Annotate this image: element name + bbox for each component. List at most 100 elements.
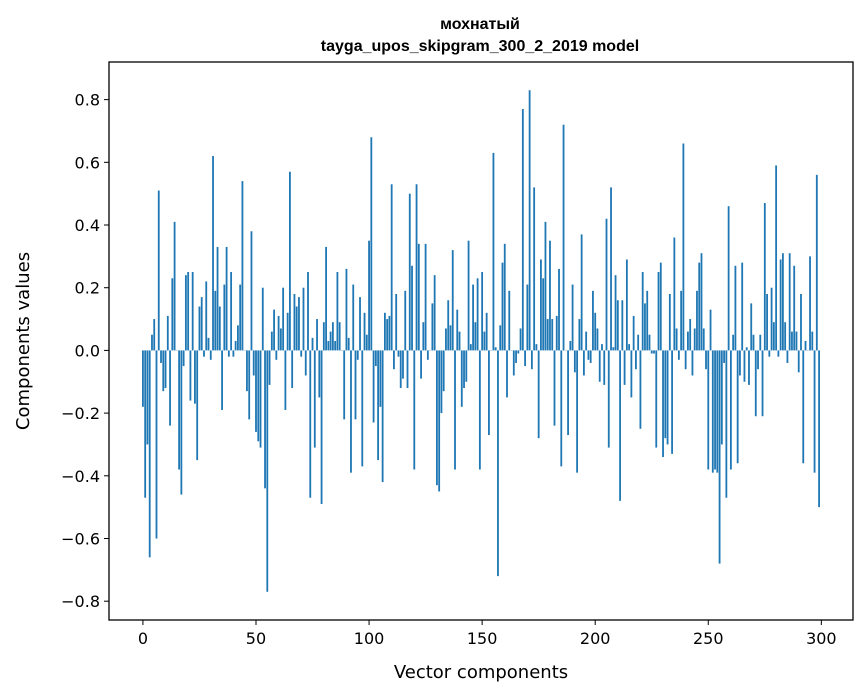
bar — [687, 331, 689, 351]
bar — [196, 350, 199, 461]
bar — [723, 350, 726, 363]
bar — [720, 350, 723, 445]
bar — [264, 350, 266, 489]
bar — [492, 152, 495, 351]
y-tick-label: 0.8 — [75, 91, 100, 110]
bar — [273, 309, 275, 351]
bar — [716, 350, 719, 473]
bar — [203, 350, 205, 357]
bar — [255, 350, 257, 432]
bar — [580, 234, 583, 351]
bar — [221, 350, 223, 410]
bar — [300, 350, 303, 357]
x-tick-label: 50 — [246, 629, 266, 648]
bar — [612, 347, 615, 351]
bar — [266, 350, 269, 592]
x-tick-label: 0 — [138, 629, 148, 648]
bar — [553, 350, 556, 426]
bar — [635, 350, 637, 370]
bar — [759, 334, 762, 351]
bar — [696, 290, 698, 351]
bar — [178, 350, 181, 470]
bar — [499, 325, 502, 351]
bar — [465, 350, 468, 382]
bar — [768, 350, 771, 357]
bar — [252, 350, 255, 376]
bar — [182, 350, 185, 367]
bar — [727, 206, 730, 351]
bar — [320, 350, 323, 505]
bar — [307, 272, 309, 351]
bar — [729, 350, 732, 470]
bar — [804, 341, 807, 351]
bar — [350, 350, 352, 473]
bar — [641, 272, 644, 351]
bar — [302, 287, 305, 351]
bar — [261, 287, 264, 351]
bar — [786, 350, 789, 363]
bar — [431, 303, 434, 351]
bar — [207, 337, 210, 351]
bar — [270, 331, 273, 351]
bar — [526, 284, 529, 351]
bar — [784, 322, 787, 351]
bar — [621, 300, 624, 351]
bar — [381, 350, 384, 483]
bar — [750, 303, 753, 351]
bar — [438, 350, 441, 492]
bar — [560, 350, 563, 467]
bar — [408, 193, 411, 351]
bar — [327, 341, 330, 351]
bars-group — [142, 90, 820, 592]
bar — [426, 350, 429, 360]
bar — [515, 350, 517, 363]
bar — [318, 350, 321, 398]
bar — [451, 250, 454, 351]
bar — [289, 171, 291, 351]
bar — [639, 350, 642, 429]
bar — [540, 259, 542, 351]
bar — [494, 347, 497, 351]
bar — [200, 297, 203, 351]
bar — [370, 137, 373, 351]
x-tick-label: 150 — [467, 629, 498, 648]
bar — [153, 319, 156, 351]
bar — [779, 259, 782, 351]
bar — [424, 243, 427, 351]
bar — [544, 221, 547, 351]
bar — [644, 303, 646, 351]
bar — [549, 240, 551, 351]
bar — [151, 334, 153, 351]
bar — [558, 268, 560, 351]
bar — [481, 272, 484, 351]
bar — [691, 350, 694, 376]
bar — [223, 284, 226, 351]
bar — [619, 350, 621, 501]
bar — [336, 272, 339, 351]
bar — [777, 350, 780, 357]
y-tick-label: −0.6 — [61, 529, 100, 548]
bar — [655, 350, 658, 448]
bar — [142, 350, 144, 407]
bar — [587, 350, 590, 360]
x-tick-label: 200 — [580, 629, 611, 648]
bar — [322, 322, 325, 351]
bar — [304, 350, 307, 376]
bar — [503, 243, 506, 351]
bar — [361, 350, 364, 467]
bar — [460, 350, 463, 407]
bar — [148, 350, 151, 558]
bar — [374, 350, 377, 367]
bar — [146, 350, 149, 445]
bar — [476, 278, 479, 351]
bar — [506, 350, 508, 398]
bar — [440, 350, 443, 414]
bar — [571, 284, 574, 351]
bar — [216, 246, 219, 351]
bar — [743, 350, 746, 382]
bar — [402, 350, 404, 379]
bar — [415, 184, 418, 351]
bar — [372, 350, 375, 423]
bar — [508, 290, 511, 351]
bar — [377, 350, 380, 461]
